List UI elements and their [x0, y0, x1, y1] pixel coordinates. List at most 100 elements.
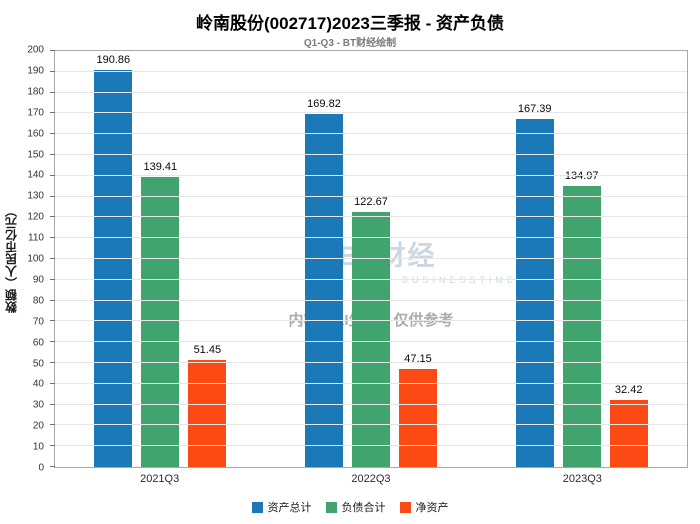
y-tick-mark: [50, 362, 55, 363]
gridline: [55, 237, 687, 239]
gridline: [55, 216, 687, 218]
y-tick-label: 70: [32, 316, 44, 328]
bar-value-label: 169.82: [307, 97, 341, 110]
gridline: [55, 195, 687, 197]
legend-item-净资产: 净资产: [399, 499, 449, 515]
bar-group-2023Q3: 167.39 134.97 32.42: [476, 51, 687, 467]
y-tick-label: 80: [32, 295, 44, 307]
y-tick-label: 40: [32, 378, 44, 390]
bar-资产总计-2022Q3: 169.82: [305, 98, 343, 467]
y-tick-mark: [50, 216, 55, 218]
bar-value-label: 47.15: [404, 352, 432, 365]
bar-净资产-2023Q3: 32.42: [609, 384, 648, 467]
legend-swatch: [325, 501, 337, 513]
y-tick-mark: [50, 341, 55, 343]
x-tick-label: 2022Q3: [351, 473, 391, 485]
chart-subtitle: Q1-Q3 - BT财经绘制: [303, 38, 397, 49]
y-tick-mark: [50, 466, 55, 467]
legend: 资产总计 负债合计 净资产: [0, 499, 700, 515]
y-tick-mark: [50, 154, 55, 155]
bar-负债合计-2022Q3: 122.67: [352, 196, 390, 467]
bar-value-label: 134.97: [564, 170, 599, 183]
x-tick-label: 2021Q3: [140, 473, 180, 485]
y-tick-label: 10: [32, 441, 44, 453]
y-tick-mark: [50, 320, 55, 322]
legend-label: 净资产: [415, 502, 449, 514]
y-tick-label: 30: [32, 399, 44, 411]
y-axis-title: 数额（人民币亿元）: [4, 205, 19, 313]
gridline: [55, 382, 687, 384]
bar-group-2021Q3: 190.86 139.41 51.45: [55, 51, 266, 467]
y-tick-mark: [50, 195, 55, 197]
y-axis-tick-labels: 0 10 20 30 40 50 60 70 80 90 100 110 120 130 140 150 160…: [20, 45, 50, 474]
legend-item-负债合计: 负债合计: [325, 499, 386, 515]
chart-title: 岭南股份(002717)2023三季报 - 资产负债: [196, 14, 504, 33]
legend-swatch: [399, 501, 411, 513]
y-tick-label: 110: [28, 232, 44, 244]
gridline: [55, 258, 687, 259]
gridline: [55, 154, 687, 155]
gridline: [55, 320, 687, 322]
gridline: [55, 341, 687, 343]
y-tick-mark: [50, 112, 55, 114]
y-tick-label: 180: [27, 86, 44, 98]
gridline: [55, 174, 687, 176]
y-tick-mark: [50, 278, 55, 280]
bar-value-label: 51.45: [193, 343, 222, 356]
bar-负债合计-2023Q3: 134.97: [562, 170, 601, 467]
bar-资产总计-2023Q3: 167.39: [515, 103, 554, 467]
bar-value-label: 139.41: [143, 161, 178, 174]
y-tick-label: 130: [27, 190, 44, 202]
plot-area: BT财经 BUSINESSTIMES 内容由AI生成，仅供参考 190.8613…: [50, 50, 688, 468]
gridline: [55, 91, 687, 93]
bar-净资产-2021Q3: 51.45: [188, 344, 227, 467]
x-tick-label: 2023Q3: [562, 473, 602, 485]
y-tick-mark: [50, 174, 55, 176]
y-tick-label: 90: [32, 274, 44, 286]
bar-value-label: 32.42: [614, 383, 643, 396]
bar-value-label: 190.86: [96, 54, 131, 67]
legend-item-资产总计: 资产总计: [251, 499, 312, 515]
legend-label: 资产总计: [267, 502, 312, 514]
y-tick-label: 140: [27, 169, 44, 181]
y-tick-mark: [50, 424, 55, 426]
legend-label: 负债合计: [341, 502, 386, 514]
bar-负债合计-2021Q3: 139.41: [141, 161, 180, 467]
x-axis-tick-labels: 2021Q3 2022Q3 2023Q3: [54, 473, 688, 485]
gridline: [55, 299, 687, 301]
y-tick-mark: [50, 237, 55, 239]
y-tick-label: 200: [27, 44, 44, 56]
gridline: [55, 112, 687, 114]
bar-净资产-2022Q3: 47.15: [399, 353, 437, 467]
y-tick-mark: [50, 50, 55, 51]
gridline: [55, 133, 687, 135]
gridline: [55, 278, 687, 280]
y-tick-label: 150: [27, 149, 44, 160]
y-tick-mark: [50, 70, 55, 72]
bar-资产总计-2021Q3: 190.86: [94, 54, 133, 467]
y-tick-mark: [50, 382, 55, 384]
y-tick-mark: [50, 299, 55, 301]
y-tick-label: 0: [38, 462, 44, 474]
y-tick-label: 170: [27, 107, 44, 119]
y-tick-mark: [50, 258, 55, 259]
y-tick-mark: [50, 133, 55, 135]
bar-value-label: 167.39: [517, 102, 552, 115]
gridline: [55, 445, 687, 447]
gridline: [55, 70, 687, 72]
bar-value-label: 122.67: [354, 195, 388, 208]
gridline: [55, 403, 687, 405]
legend-swatch: [251, 501, 263, 513]
y-tick-label: 60: [32, 337, 44, 349]
y-tick-label: 20: [32, 420, 44, 432]
y-tick-label: 190: [27, 65, 44, 77]
y-tick-label: 160: [27, 128, 44, 140]
y-tick-mark: [50, 445, 55, 447]
gridline: [55, 362, 687, 363]
y-tick-mark: [50, 91, 55, 93]
y-tick-label: 50: [32, 358, 44, 369]
y-tick-label: 120: [27, 211, 44, 223]
bars-layer: 190.86 139.41 51.45 169.82 122.67 47.15 167.39…: [55, 51, 687, 467]
gridline: [55, 424, 687, 426]
